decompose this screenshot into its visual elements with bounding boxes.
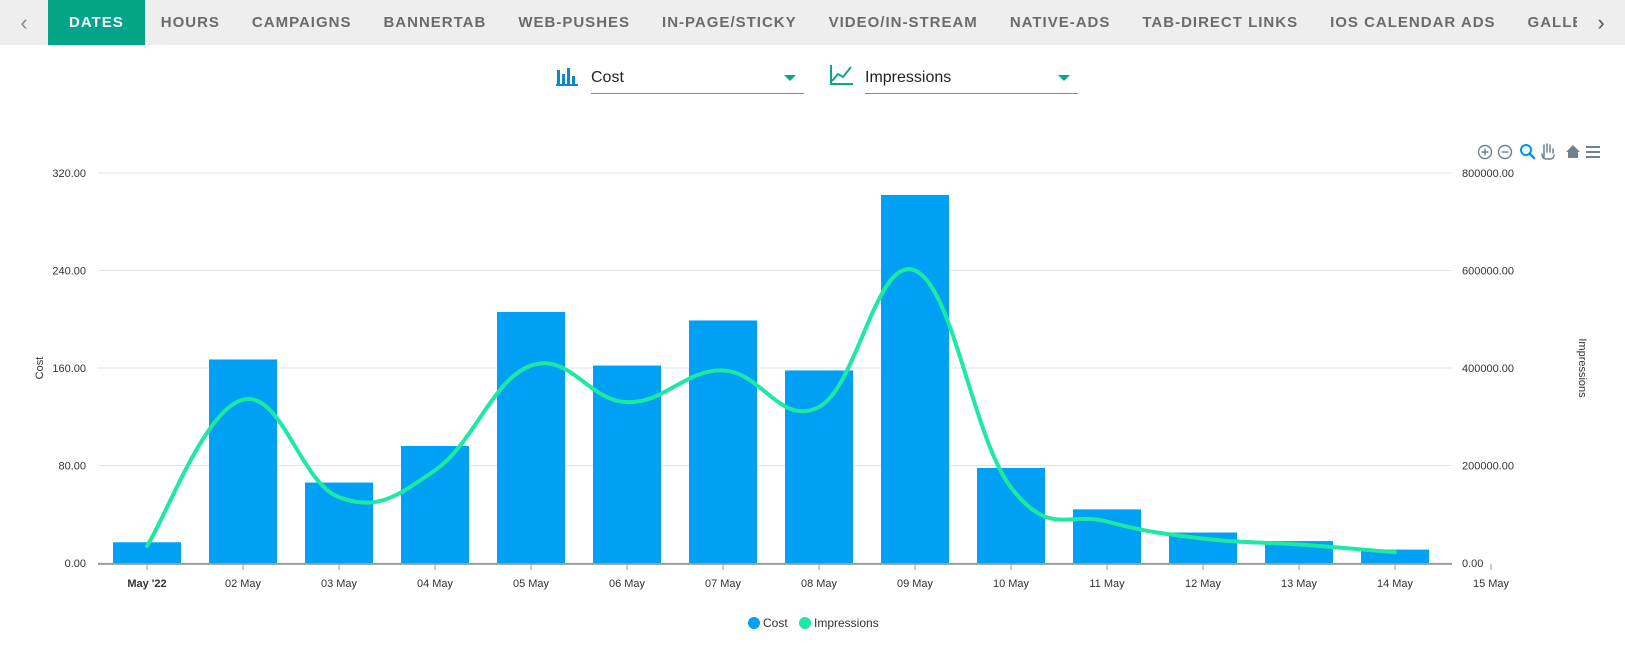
x-tick-label: 07 May xyxy=(705,578,742,590)
selection-zoom-icon[interactable] xyxy=(1520,144,1536,160)
x-tick-label: 02 May xyxy=(225,578,262,590)
y-right-axis-title: Impressions xyxy=(1576,338,1588,398)
y-right-tick-label: 600000.00 xyxy=(1462,266,1514,278)
tab-bannertab[interactable]: BANNERTAB xyxy=(383,14,487,31)
cost-bar[interactable] xyxy=(977,467,1045,563)
bar-metric-value: Cost xyxy=(591,68,624,86)
zoom-in-icon[interactable] xyxy=(1477,144,1493,160)
cost-bar[interactable] xyxy=(689,320,757,563)
cost-bar[interactable] xyxy=(305,482,373,563)
cost-bar[interactable] xyxy=(785,370,853,563)
x-tick-label: 03 May xyxy=(321,578,358,590)
tab-dates[interactable]: DATES xyxy=(48,0,145,45)
cost-bar[interactable] xyxy=(113,542,181,563)
legend-label[interactable]: Impressions xyxy=(814,616,879,630)
x-tick-label: 15 May xyxy=(1473,578,1510,590)
tab-web-pushes[interactable]: WEB-PUSHES xyxy=(518,14,631,31)
x-tick-label: 10 May xyxy=(993,578,1030,590)
scroll-left-icon[interactable]: ‹ xyxy=(20,9,28,35)
legend-marker[interactable] xyxy=(748,617,760,629)
cost-bar[interactable] xyxy=(209,359,277,563)
tab-hours[interactable]: HOURS xyxy=(160,14,220,31)
x-tick-label: 05 May xyxy=(513,578,550,590)
y-left-tick-label: 0.00 xyxy=(65,558,86,570)
x-tick-label: 08 May xyxy=(801,578,838,590)
line-chart-icon xyxy=(830,65,853,85)
y-left-tick-label: 80.00 xyxy=(58,461,86,473)
tab-video-in-stream[interactable]: VIDEO/IN-STREAM xyxy=(828,14,978,31)
x-tick-label: 14 May xyxy=(1377,578,1414,590)
x-tick-label: 06 May xyxy=(609,578,646,590)
x-tick-label: May '22 xyxy=(127,578,166,590)
x-tick-label: 09 May xyxy=(897,578,934,590)
chart-toolbar xyxy=(1477,143,1600,160)
tab-ios-calendar-ads[interactable]: IOS CALENDAR ADS xyxy=(1330,14,1496,31)
x-tick-label: 11 May xyxy=(1089,578,1125,590)
legend-marker[interactable] xyxy=(799,617,811,629)
x-tick-label: 04 May xyxy=(417,578,454,590)
line-metric-selector[interactable]: Impressions xyxy=(829,62,1078,94)
tab-in-page-sticky[interactable]: IN-PAGE/STICKY xyxy=(662,14,797,31)
line-metric-value: Impressions xyxy=(865,68,952,86)
y-right-tick-label: 0.00 xyxy=(1462,558,1483,570)
metric-selectors: Cost Impressions xyxy=(555,62,1078,94)
y-left-axis-title: Cost xyxy=(34,357,46,380)
chevron-down-icon xyxy=(1058,74,1070,81)
tab-list: DATES HOURS CAMPAIGNS BANNERTAB WEB-PUSHES IN… xyxy=(48,0,1603,45)
x-tick-label: 12 May xyxy=(1185,578,1222,590)
y-left-tick-label: 240.00 xyxy=(52,266,86,278)
zoom-out-icon[interactable] xyxy=(1497,144,1513,160)
line-metric-select[interactable]: Impressions xyxy=(865,62,1078,94)
bar-chart-icon xyxy=(556,68,578,86)
bar-metric-selector[interactable]: Cost xyxy=(555,62,804,94)
tab-native-ads[interactable]: NATIVE-ADS xyxy=(1009,14,1111,31)
tab-bar: ‹ DATES HOURS CAMPAIGNS BANNERTAB WEB-PUSHES… xyxy=(0,0,1625,45)
pan-icon[interactable] xyxy=(1541,143,1555,160)
reset-home-icon[interactable] xyxy=(1566,145,1580,158)
tab-tab-direct-links[interactable]: TAB-DIRECT LINKS xyxy=(1142,14,1299,31)
bar-metric-select[interactable]: Cost xyxy=(591,62,804,94)
menu-icon[interactable] xyxy=(1586,146,1600,158)
y-right-tick-label: 400000.00 xyxy=(1462,363,1514,375)
y-right-tick-label: 800000.00 xyxy=(1462,168,1514,180)
chevron-down-icon xyxy=(784,74,796,81)
y-left-tick-label: 320.00 xyxy=(52,168,86,180)
tab-campaigns[interactable]: CAMPAIGNS xyxy=(251,14,352,31)
legend-label[interactable]: Cost xyxy=(763,616,788,630)
cost-bar[interactable] xyxy=(881,194,949,563)
cost-bar[interactable] xyxy=(1361,549,1429,563)
y-right-tick-label: 200000.00 xyxy=(1462,461,1514,473)
cost-bar[interactable] xyxy=(401,446,469,563)
cost-bar[interactable] xyxy=(497,311,565,563)
y-left-tick-label: 160.00 xyxy=(52,363,86,375)
cost-impressions-chart: 0.00 80.00 160.00 240.00 320.00 0.00 200000.00… xyxy=(34,143,1600,630)
x-tick-label: 13 May xyxy=(1281,578,1318,590)
impressions-line[interactable] xyxy=(145,267,1397,555)
scroll-right-icon[interactable]: › xyxy=(1577,0,1625,45)
